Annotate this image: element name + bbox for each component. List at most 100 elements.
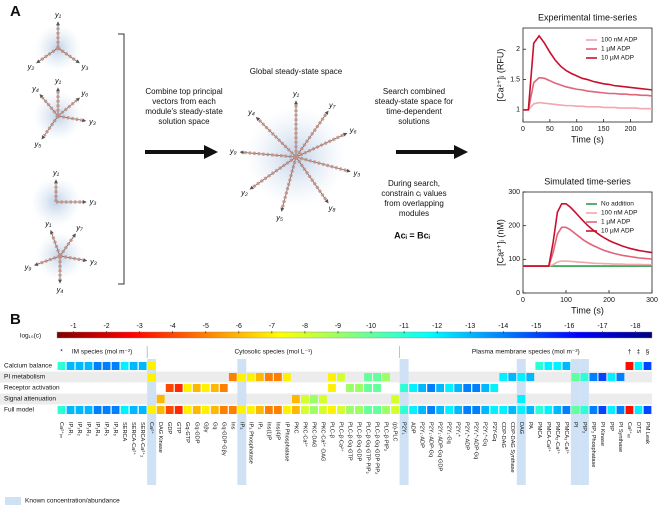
heatmap-cell bbox=[616, 406, 625, 414]
heatmap-cell bbox=[544, 362, 553, 370]
known-legend-label: Known concentration/abundance bbox=[25, 498, 120, 505]
heatmap-cell bbox=[291, 406, 300, 414]
equation: Acᵢ = Bcᵢ bbox=[394, 230, 431, 240]
heatmap-cell bbox=[183, 406, 192, 414]
heatmap-cell bbox=[436, 406, 445, 414]
column-label: CDP-DAG Synthase bbox=[509, 422, 515, 473]
description: steady-state space for bbox=[375, 97, 454, 106]
heatmap-cell bbox=[147, 362, 156, 370]
column-label: SERCA·Ca²⁺ bbox=[130, 422, 137, 455]
x-tick-label: 50 bbox=[546, 126, 554, 133]
heatmap-cell bbox=[418, 384, 427, 392]
series-line bbox=[523, 101, 652, 111]
known-column bbox=[237, 359, 247, 485]
y-tick-label: 200 bbox=[508, 223, 520, 230]
heatmap-cell bbox=[264, 406, 273, 414]
vector-label: y₁ bbox=[52, 168, 60, 177]
column-label: Gq·GDP·Gβγ bbox=[220, 422, 226, 456]
vector-band bbox=[57, 114, 82, 122]
heatmap-cell bbox=[562, 362, 571, 370]
vector-label: y₇ bbox=[328, 100, 336, 109]
vector-label: y₁ bbox=[292, 89, 300, 98]
x-tick-label: 200 bbox=[625, 126, 637, 133]
heatmap-cell bbox=[580, 373, 589, 381]
vector-label: y₃ bbox=[89, 197, 97, 206]
column-label: PMCA₂·Ca²⁺ bbox=[554, 422, 561, 454]
heatmap-cell bbox=[147, 406, 156, 414]
plot-frame bbox=[522, 27, 653, 123]
heatmap-cell bbox=[228, 373, 237, 381]
heatmap-cell bbox=[634, 406, 643, 414]
x-tick-label: 0 bbox=[521, 297, 525, 304]
heatmap-cell bbox=[526, 373, 535, 381]
column-label: PKC·DAG bbox=[310, 422, 316, 448]
column-label: P2Y₁*·ADP·Gq bbox=[473, 422, 479, 459]
column-label: Gβγ bbox=[202, 422, 208, 433]
heatmap-cell bbox=[499, 373, 508, 381]
vector-label: y₆ bbox=[80, 88, 88, 97]
description: time-dependent bbox=[386, 107, 442, 116]
vector-band bbox=[39, 46, 59, 62]
heatmap-cell bbox=[571, 373, 580, 381]
column-label: PIP bbox=[608, 422, 614, 431]
legend-label: 10 µM ADP bbox=[601, 228, 634, 235]
column-label: IP₃R₁ bbox=[67, 422, 73, 436]
heatmap-cell bbox=[165, 384, 174, 392]
vector-label: y₄ bbox=[31, 84, 39, 93]
column-label: P2Y₁*·Gq bbox=[482, 422, 488, 446]
heatmap-cell bbox=[472, 406, 481, 414]
vector-label: y₁ bbox=[54, 10, 62, 19]
heatmap-cell bbox=[102, 362, 111, 370]
vector-band bbox=[56, 99, 78, 118]
row-label: Signal attenuation bbox=[4, 396, 56, 403]
column-label: IP₂ bbox=[256, 422, 262, 429]
column-label: SERCA bbox=[121, 422, 127, 442]
heatmap-cell bbox=[111, 406, 120, 414]
heatmap-cell bbox=[598, 406, 607, 414]
column-label: (p)-PLC bbox=[392, 422, 398, 442]
colorbar-tick-label: -9 bbox=[335, 323, 341, 330]
heatmap-cell bbox=[273, 406, 282, 414]
heatmap-cell bbox=[273, 373, 282, 381]
colorbar-tick-label: -3 bbox=[137, 323, 143, 330]
column-label: PLC-β·Gq·GDP bbox=[356, 422, 362, 462]
row-label: Calcium balance bbox=[4, 363, 52, 370]
heatmap-cell bbox=[84, 406, 93, 414]
column-label: Ins(1)P bbox=[265, 422, 271, 440]
heatmap-cell bbox=[319, 406, 327, 414]
legend-label: 100 nM ADP bbox=[601, 37, 638, 44]
column-label: PLC-β·Gq·GDP·PIP₂ bbox=[374, 422, 380, 474]
heatmap-cell bbox=[291, 395, 300, 403]
heatmap-cell bbox=[553, 406, 562, 414]
heatmap-cell bbox=[490, 384, 499, 392]
heatmap-cell bbox=[93, 406, 102, 414]
y-tick-label: 2 bbox=[516, 46, 520, 53]
column-label: IP Phosphatase bbox=[283, 422, 289, 461]
heatmap-cell bbox=[508, 373, 517, 381]
vector-band bbox=[59, 254, 83, 262]
colorbar-tick-label: -15 bbox=[531, 323, 541, 330]
heatmap-cell bbox=[445, 406, 454, 414]
column-label: ADP bbox=[410, 422, 416, 434]
heatmap-cell bbox=[319, 395, 327, 403]
vector-label: y₃ bbox=[89, 257, 97, 266]
heatmap-cell bbox=[472, 384, 481, 392]
heatmap-cell bbox=[201, 406, 210, 414]
heatmap-cell bbox=[237, 373, 246, 381]
column-mark: * bbox=[60, 349, 63, 356]
heatmap-cell bbox=[75, 406, 84, 414]
colorbar-tick-label: -16 bbox=[564, 323, 574, 330]
vector-label: y₃ bbox=[88, 117, 96, 126]
heatmap-cell bbox=[625, 406, 634, 414]
heatmap-cell bbox=[355, 406, 363, 414]
column-label: DAG Kinase bbox=[157, 422, 163, 453]
section-header: IM species (mol m⁻²) bbox=[72, 349, 133, 356]
column-label: GDP bbox=[166, 422, 172, 434]
heatmap-cell bbox=[535, 406, 544, 414]
heatmap-cell bbox=[228, 406, 237, 414]
bracket bbox=[118, 33, 125, 285]
column-label: Gq bbox=[211, 422, 217, 429]
y-tick-label: 100 bbox=[508, 256, 520, 263]
heatmap-cell bbox=[427, 406, 436, 414]
column-label: PKC·Ca²⁺ bbox=[301, 422, 308, 447]
